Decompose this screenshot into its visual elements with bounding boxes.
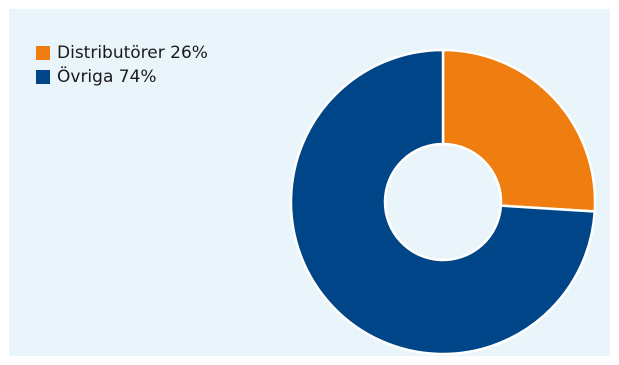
legend-label-distributorer: Distributörer 26%	[57, 43, 208, 63]
donut-slice-ovriga	[289, 48, 596, 356]
legend-swatch-ovriga	[36, 70, 50, 84]
legend-swatch-distributorer	[36, 46, 50, 60]
chart-legend: Distributörer 26% Övriga 74%	[36, 41, 208, 89]
legend-item-ovriga: Övriga 74%	[36, 65, 208, 89]
legend-label-ovriga: Övriga 74%	[57, 67, 157, 87]
donut-slice-distributorer	[441, 48, 597, 213]
legend-item-distributorer: Distributörer 26%	[36, 41, 208, 65]
donut-slices	[289, 48, 597, 356]
